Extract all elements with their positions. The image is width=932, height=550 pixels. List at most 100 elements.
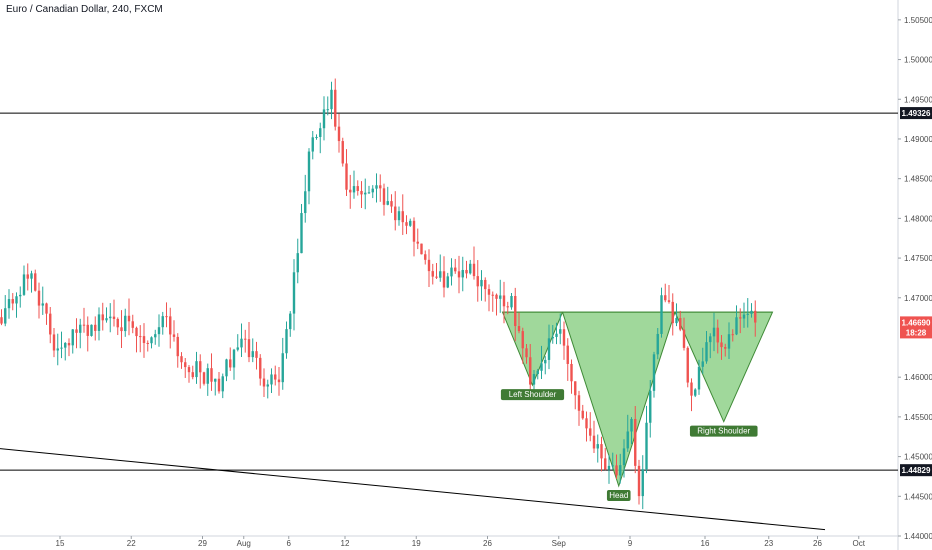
candle-body <box>120 327 123 332</box>
candle-body <box>187 367 191 373</box>
candle-body <box>30 273 33 279</box>
candle-body <box>311 137 314 152</box>
candle-body <box>675 318 678 324</box>
grid-layer <box>0 0 899 550</box>
chart-title: Euro / Canadian Dollar, 240, FXCM <box>6 4 163 15</box>
axis-layer: 1.50500 1.50000 1.49500 1.49000 1.48500 1.480… <box>56 16 932 548</box>
candle-body <box>352 186 356 193</box>
pattern-label-bg <box>500 389 565 401</box>
x-tick-label: 26 <box>813 539 822 548</box>
candle-body <box>337 126 341 142</box>
candle-body <box>22 274 26 295</box>
candle-body <box>405 222 408 226</box>
candle-body <box>559 329 562 334</box>
candle-body <box>82 324 86 326</box>
candle-body <box>292 272 296 314</box>
candle-body <box>701 361 704 367</box>
candle-body <box>656 333 659 355</box>
candle-body <box>330 89 333 110</box>
candle-body <box>364 192 367 195</box>
candle-body <box>0 317 3 324</box>
candle-body <box>645 422 648 470</box>
candle-body <box>750 310 753 314</box>
candle-body <box>540 363 543 371</box>
y-tick-label: 1.50000 <box>904 56 932 65</box>
candle-body <box>386 201 389 205</box>
candle-body <box>727 334 731 349</box>
x-tick-label: 22 <box>127 539 136 548</box>
x-tick-label: 12 <box>341 539 350 548</box>
y-tick-label: 1.45500 <box>904 413 932 422</box>
candle-body <box>529 357 532 385</box>
candle-body <box>139 336 142 338</box>
candle-body <box>371 188 374 193</box>
candle-body <box>180 356 183 363</box>
x-tick-label: 29 <box>198 539 207 548</box>
x-tick-label: 16 <box>701 539 710 548</box>
candle-body <box>724 347 727 349</box>
candle-body <box>626 431 629 449</box>
candle-body <box>11 299 14 304</box>
candle-body <box>206 368 209 384</box>
candle-body <box>247 339 251 358</box>
candle-body <box>577 395 581 411</box>
candle-body <box>431 271 434 277</box>
candle-body <box>716 327 719 343</box>
pattern-label-bg <box>689 425 758 437</box>
candle-body <box>225 359 228 377</box>
candle-body <box>360 190 363 195</box>
x-tick-label: 23 <box>764 539 773 548</box>
candle-body <box>397 211 401 221</box>
candle-body <box>536 370 539 375</box>
y-tick-label: 1.49000 <box>904 135 932 144</box>
key-level-label: 1.44829 <box>902 466 931 475</box>
candle-body <box>161 316 164 328</box>
y-tick-label: 1.45000 <box>904 453 932 462</box>
y-tick-label: 1.48500 <box>904 175 932 184</box>
candle-body <box>255 351 258 358</box>
candle-body <box>682 329 686 348</box>
candle-body <box>622 448 626 466</box>
current-price-tag <box>900 316 932 339</box>
candle-body <box>146 342 149 344</box>
candle-body <box>240 338 243 348</box>
candle-body <box>469 263 472 274</box>
candle-body <box>637 465 641 497</box>
candle-body <box>7 299 11 309</box>
candle-body <box>64 342 67 348</box>
y-tick-label: 1.50500 <box>904 16 932 25</box>
left-shoulder-triangle <box>501 311 564 387</box>
candle-body <box>109 316 112 319</box>
candle-body <box>165 316 168 318</box>
candle-body <box>544 359 547 364</box>
candle-body <box>652 354 656 391</box>
candle-body <box>566 345 569 364</box>
candle-body <box>356 186 359 191</box>
candle-body <box>210 368 213 382</box>
candle-body <box>232 349 236 368</box>
candle-body <box>244 338 247 340</box>
x-tick-label: Oct <box>853 539 866 548</box>
candle-body <box>712 327 716 337</box>
candle-body <box>334 89 337 127</box>
candle-body <box>461 269 464 278</box>
candle-body <box>439 271 442 278</box>
candle-body <box>491 294 494 296</box>
candle-body <box>191 372 194 378</box>
candle-body <box>679 318 682 330</box>
candle-body <box>649 390 652 423</box>
x-tick-label: 19 <box>412 539 421 548</box>
candle-body <box>41 303 44 306</box>
candle-body <box>420 243 423 255</box>
candle-body <box>611 465 614 467</box>
candle-body <box>67 342 71 346</box>
candle-body <box>349 189 352 193</box>
candle-body <box>694 389 697 396</box>
pattern-label: Head <box>609 491 628 500</box>
candle-body <box>172 334 176 337</box>
candle-body <box>97 314 101 331</box>
candle-body <box>607 465 611 470</box>
pattern-label: Left Shoulder <box>509 390 557 399</box>
candle-body <box>150 337 153 344</box>
